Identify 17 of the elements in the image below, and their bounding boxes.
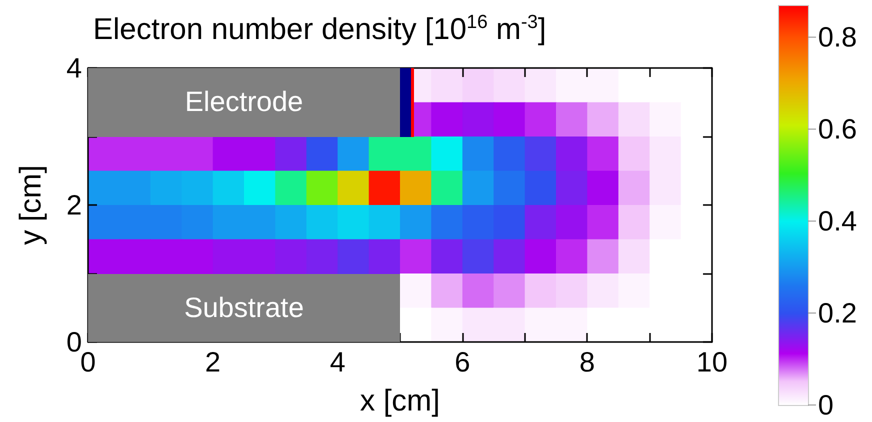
- y-tick-label: 2: [66, 190, 82, 220]
- y-axis-title: y [cm]: [14, 165, 48, 245]
- x-tick-label: 8: [579, 346, 595, 378]
- x-tick-label: 10: [696, 346, 728, 378]
- y-tick-label: 4: [66, 52, 82, 84]
- color-bar-label: 0.8: [818, 22, 857, 53]
- color-bar-label: 0.6: [818, 114, 857, 145]
- color-bar-label: 0.2: [818, 298, 857, 329]
- electrode-block: Electrode: [88, 68, 400, 136]
- substrate-block: Substrate: [88, 274, 400, 342]
- x-tick-label: 2: [205, 346, 221, 378]
- x-tick-label: 4: [330, 346, 346, 378]
- x-tick-label: 6: [454, 346, 470, 378]
- x-axis-title: x [cm]: [360, 384, 440, 418]
- y-tick-label: 0: [66, 326, 82, 358]
- color-bar-label: 0.4: [818, 206, 857, 237]
- color-bar-label: 0: [818, 390, 834, 420]
